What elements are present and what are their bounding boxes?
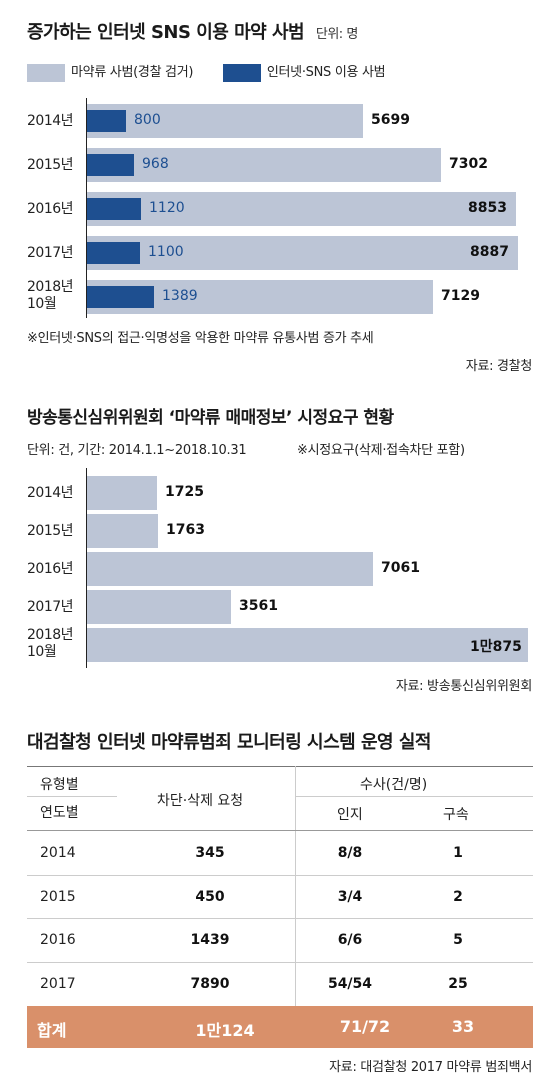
table-cell-arrested: 5 (453, 932, 463, 948)
chart1-source: 자료: 경찰청 (465, 359, 533, 374)
table-cell-arrested: 2 (453, 889, 463, 905)
table-title: 대검찰청 인터넷 마약류범죄 모니터링 시스템 운영 실적 (27, 732, 431, 753)
chart1-label-total: 8853 (468, 200, 507, 216)
table-cell-block: 7890 (190, 976, 230, 992)
chart1-label-internet: 968 (142, 156, 169, 172)
chart2-category-label: 2017년 (27, 599, 74, 615)
chart2-axis (86, 468, 87, 668)
chart1-bar-total (87, 236, 518, 270)
table-top-rule (27, 766, 533, 767)
chart2-note: ※시정요구(삭제·접속차단 포함) (297, 443, 465, 458)
table-row-divider (27, 918, 533, 919)
total-arrested: 33 (451, 1017, 475, 1036)
chart2-value-label: 7061 (381, 560, 420, 576)
table-total-row: 합계 1만124 71/72 33 (27, 1006, 533, 1048)
chart2-category-label: 2016년 (27, 561, 74, 577)
chart2-value-label: 1만875 (470, 639, 522, 655)
chart1-label-total: 5699 (371, 112, 410, 128)
header-investigation-divider (295, 796, 533, 797)
chart2-value-label: 1763 (166, 522, 205, 538)
table-cell-recognized: 6/6 (337, 932, 363, 948)
chart1-label-internet: 1389 (162, 288, 198, 304)
chart1-axis (86, 98, 87, 318)
table-cell-arrested: 25 (448, 976, 468, 992)
table-header-rule (27, 830, 533, 831)
header-block-request: 차단·삭제 요청 (157, 793, 244, 809)
chart1-bar-total (87, 104, 363, 138)
chart1-label-internet: 1100 (148, 244, 184, 260)
legend-label-internet: 인터넷·SNS 이용 사범 (266, 65, 386, 80)
table-cell-recognized: 3/4 (337, 889, 363, 905)
table-row-divider (27, 875, 533, 876)
header-year: 연도별 (40, 805, 79, 821)
chart1-bar-total (87, 192, 516, 226)
chart1-category-label: 2014년 (27, 113, 74, 129)
header-type: 유형별 (40, 777, 79, 793)
table-cell-year: 2017 (40, 976, 76, 992)
table-cell-arrested: 1 (453, 845, 463, 861)
table-cell-year: 2016 (40, 932, 76, 948)
chart2-bar (87, 590, 231, 624)
chart1-category-label: 2015년 (27, 157, 74, 173)
chart1-bar-internet (87, 110, 126, 132)
chart1-category-label: 2018년 10월 (27, 279, 74, 312)
chart1-category-label: 2017년 (27, 245, 74, 261)
table-cell-year: 2015 (40, 889, 76, 905)
total-label: 합계 (37, 1021, 67, 1040)
table-col-divider (295, 766, 296, 1006)
chart1-unit: 단위: 명 (315, 27, 358, 42)
chart2-category-label: 2015년 (27, 523, 74, 539)
chart2-category-label: 2014년 (27, 485, 74, 501)
chart2-source: 자료: 방송통신심위위원회 (395, 679, 532, 694)
chart2-bar (87, 514, 158, 548)
chart1-bar-total (87, 148, 441, 182)
chart2-subtitle: 단위: 건, 기간: 2014.1.1~2018.10.31 (27, 443, 247, 458)
header-recognized: 인지 (337, 807, 363, 823)
table-source: 자료: 대검찰청 2017 마약류 범죄백서 (329, 1060, 532, 1075)
total-recognized: 71/72 (339, 1017, 391, 1036)
legend-swatch-internet (222, 63, 261, 82)
chart1-bar-internet (87, 154, 134, 176)
chart1-legend: 마약류 사범(경찰 검거) 인터넷·SNS 이용 사범 (27, 61, 386, 82)
chart2-title: 방송통신심위위원회 ‘마약류 매매정보’ 시정요구 현황 (27, 408, 394, 428)
chart2-value-label: 3561 (239, 598, 278, 614)
chart1-note: ※인터넷·SNS의 접근·익명성을 악용한 마약류 유통사범 증가 추세 (27, 331, 374, 346)
header-arrested: 구속 (443, 807, 469, 823)
table-cell-recognized: 54/54 (327, 976, 373, 992)
chart1-title-text: 증가하는 인터넷 SNS 이용 마약 사범 (27, 22, 305, 43)
chart1-label-internet: 1120 (149, 200, 185, 216)
chart1-title: 증가하는 인터넷 SNS 이용 마약 사범 단위: 명 (27, 18, 358, 44)
legend-swatch-total (27, 63, 65, 82)
chart1-bar-internet (87, 242, 140, 264)
header-type-divider (27, 796, 117, 797)
chart1-bar-internet (87, 198, 141, 220)
table-cell-block: 1439 (190, 932, 230, 948)
table-cell-block: 450 (195, 889, 225, 905)
legend-label-total: 마약류 사범(경찰 검거) (71, 65, 194, 80)
chart2-bar (87, 628, 528, 662)
chart1-bar-internet (87, 286, 154, 308)
header-investigation: 수사(건/명) (360, 777, 428, 793)
chart1-label-internet: 800 (134, 112, 161, 128)
chart2-bar (87, 552, 373, 586)
chart2-value-label: 1725 (165, 484, 204, 500)
chart2-bar (87, 476, 157, 510)
chart2-category-label: 2018년 10월 (27, 627, 74, 660)
table-cell-block: 345 (195, 845, 225, 861)
chart1-label-total: 7302 (449, 156, 488, 172)
table-cell-year: 2014 (40, 845, 76, 861)
total-block: 1만124 (195, 1021, 255, 1040)
table-row-divider (27, 962, 533, 963)
chart1-label-total: 8887 (470, 244, 509, 260)
chart1-category-label: 2016년 (27, 201, 74, 217)
chart1-label-total: 7129 (441, 288, 480, 304)
table-cell-recognized: 8/8 (337, 845, 363, 861)
